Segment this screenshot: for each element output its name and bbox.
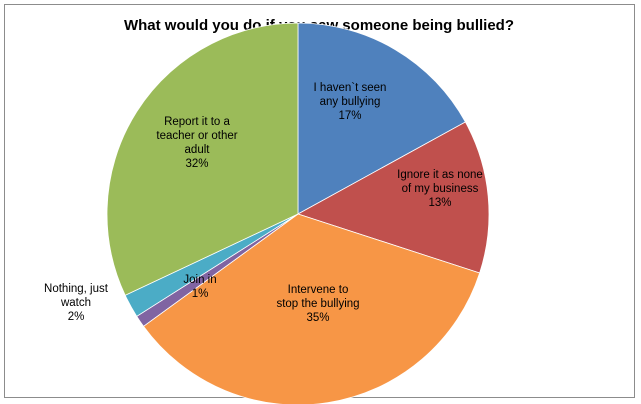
pie-slice [296, 121, 490, 274]
slice-label: Join in 1% [183, 274, 216, 300]
pie-slice [297, 22, 466, 215]
slice-label: I haven`t seen any bullying 17% [314, 82, 387, 122]
pie-slice [106, 22, 299, 296]
pie-labels: I haven`t seen any bullying 17% Ignore it a… [44, 82, 483, 324]
slice-label: Nothing, just watch 2% [44, 283, 109, 323]
slice-label: Intervene to stop the bullying 35% [276, 284, 359, 324]
pie-slice [142, 213, 481, 404]
pie-slices [106, 22, 490, 404]
slice-label: Ignore it as none of my business 13% [397, 169, 483, 209]
slice-label: Report it to a teacher or other adult 32% [156, 116, 237, 170]
